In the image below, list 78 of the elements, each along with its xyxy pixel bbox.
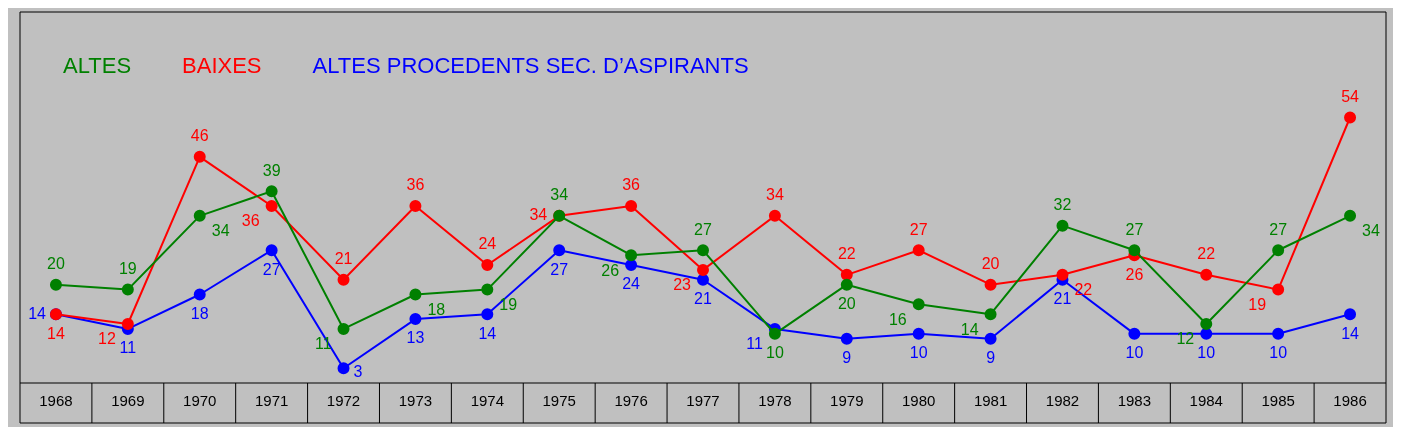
data-label: 27 (909, 220, 928, 238)
data-label: 10 (909, 344, 928, 362)
data-label: 9 (986, 349, 996, 367)
data-label: 36 (622, 176, 641, 194)
text: ALTES PROCEDENTS SEC. D’ASPIRANTS (312, 53, 749, 79)
data-label: 11 (746, 335, 763, 353)
data-label: 24 (622, 275, 641, 293)
data-label: 21 (1053, 290, 1072, 308)
x-tick-label: 1976 (614, 392, 648, 410)
data-label: 19 (1248, 295, 1267, 313)
x-tick-label: 1984 (1189, 392, 1223, 410)
data-label: 18 (190, 304, 209, 322)
data-label: 16 (888, 310, 907, 328)
x-tick-label: 1972 (326, 392, 361, 410)
x-tick-label: 1982 (1045, 392, 1080, 410)
data-label: 10 (1269, 344, 1288, 362)
data-label: 21 (694, 290, 712, 308)
data-label: 20 (47, 255, 65, 273)
x-tick-label: 1969 (111, 392, 145, 410)
x-tick-label: 1979 (830, 392, 864, 410)
data-label: 14 (1341, 324, 1360, 342)
data-label: 34 (211, 222, 230, 240)
data-label: 14 (47, 324, 65, 342)
x-tick-label: 1977 (686, 392, 720, 410)
data-label: 24 (478, 235, 497, 253)
data-label: 10 (1125, 344, 1144, 362)
x-tick-label: 1975 (542, 392, 576, 410)
x-tick-label: 1986 (1333, 392, 1367, 410)
data-label: 27 (1269, 220, 1288, 238)
data-label: 20 (981, 255, 1000, 273)
data-label: 36 (241, 212, 260, 230)
data-label: 27 (694, 220, 712, 238)
x-tick-label: 1978 (758, 392, 792, 410)
data-label: 34 (550, 186, 569, 204)
data-label: 22 (1197, 245, 1216, 263)
x-tick-label: 1971 (254, 392, 289, 410)
data-label: 34 (766, 186, 784, 204)
data-label: 26 (601, 261, 620, 279)
data-label: 10 (766, 344, 784, 362)
x-tick-label: 1981 (973, 392, 1008, 410)
data-label: 34 (529, 206, 548, 224)
data-label: 23 (673, 276, 692, 294)
data-label: 54 (1341, 87, 1360, 105)
data-label: 3 (353, 362, 363, 380)
x-tick-label: 1985 (1261, 392, 1295, 410)
data-label: 39 (262, 161, 281, 179)
data-label: 32 (1053, 196, 1072, 214)
data-label: 36 (406, 176, 425, 194)
x-tick-label: 1974 (470, 392, 504, 410)
x-tick-label: 1970 (183, 392, 217, 410)
data-label: 12 (1176, 330, 1195, 348)
data-label: 34 (1362, 222, 1380, 240)
data-label: 18 (427, 300, 446, 318)
text: ALTES (63, 53, 132, 79)
data-label: 11 (119, 339, 137, 357)
data-label: 10 (1197, 344, 1216, 362)
data-label: 12 (98, 330, 116, 348)
data-label: 22 (1074, 281, 1093, 299)
data-label: 46 (190, 127, 209, 145)
data-label: 27 (550, 260, 569, 278)
data-label: 14 (960, 320, 979, 338)
data-label: 20 (837, 295, 856, 313)
x-tick-label: 1968 (39, 392, 73, 410)
data-label: 19 (118, 259, 137, 277)
data-label: 14 (478, 324, 497, 342)
data-label: 14 (28, 304, 47, 322)
data-label: 9 (842, 349, 852, 367)
text: BAIXES (182, 53, 262, 79)
data-label: 27 (262, 260, 281, 278)
data-label: 13 (406, 329, 425, 347)
data-label: 21 (334, 250, 353, 268)
data-label: 27 (1125, 220, 1144, 238)
x-tick-label: 1983 (1117, 392, 1152, 410)
x-tick-label: 1973 (398, 392, 433, 410)
data-label: 19 (499, 295, 518, 313)
data-label: 22 (837, 245, 856, 263)
data-label: 26 (1125, 265, 1144, 283)
x-tick-label: 1980 (902, 392, 936, 410)
